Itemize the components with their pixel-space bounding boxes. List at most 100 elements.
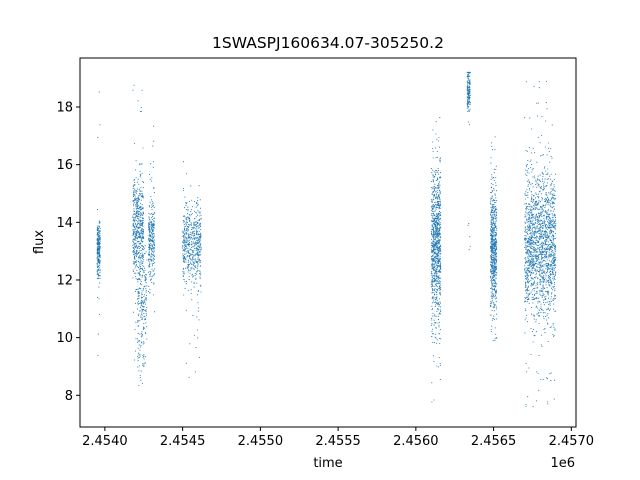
data-point <box>491 206 493 208</box>
data-point <box>436 290 439 292</box>
data-point <box>533 217 535 219</box>
data-point <box>132 244 134 246</box>
data-point <box>549 222 551 224</box>
data-point <box>544 242 547 244</box>
data-point <box>152 220 154 222</box>
data-point <box>527 261 529 263</box>
data-points <box>96 71 557 408</box>
data-point <box>438 215 440 217</box>
data-point <box>548 147 550 149</box>
data-point <box>544 243 546 245</box>
data-point <box>438 305 440 307</box>
data-point <box>535 231 537 233</box>
data-point <box>490 223 492 225</box>
data-point <box>137 332 139 334</box>
data-point <box>199 276 201 278</box>
data-point <box>468 223 470 225</box>
data-point <box>526 371 528 373</box>
data-point <box>437 232 439 234</box>
data-point <box>139 164 141 166</box>
data-point <box>494 298 496 300</box>
data-point <box>133 227 135 229</box>
data-point <box>137 366 139 368</box>
data-point <box>135 207 137 209</box>
data-point <box>141 228 143 230</box>
data-point <box>543 281 545 283</box>
data-point <box>153 125 155 127</box>
data-point <box>437 315 439 317</box>
data-point <box>548 235 550 237</box>
data-point <box>135 245 137 247</box>
data-point <box>466 80 468 82</box>
data-point <box>532 298 534 300</box>
data-point <box>141 252 143 254</box>
data-point <box>96 258 98 260</box>
data-point <box>137 240 139 242</box>
data-point <box>140 110 142 112</box>
data-point <box>467 107 469 109</box>
data-point <box>540 306 542 308</box>
data-point <box>545 198 547 200</box>
data-point <box>540 289 542 291</box>
data-point <box>468 249 470 251</box>
data-point <box>435 133 437 135</box>
data-point <box>543 231 545 233</box>
data-point <box>527 396 529 398</box>
data-point <box>547 308 549 310</box>
data-point <box>435 193 438 195</box>
data-point <box>141 254 143 256</box>
data-point <box>135 255 138 257</box>
data-point <box>98 236 100 238</box>
data-point <box>192 228 194 230</box>
data-point <box>196 239 198 241</box>
data-point <box>139 216 141 218</box>
data-point <box>136 244 138 246</box>
data-point <box>439 309 442 311</box>
data-point <box>140 260 142 262</box>
data-point <box>186 267 188 269</box>
data-point <box>183 259 185 261</box>
data-point <box>537 263 539 265</box>
data-point <box>435 197 437 199</box>
data-point <box>188 213 190 215</box>
data-point <box>555 271 557 273</box>
data-point <box>432 208 434 211</box>
data-point <box>541 241 543 243</box>
data-point <box>137 360 139 362</box>
data-point <box>187 263 189 266</box>
data-point <box>529 212 531 214</box>
data-point <box>540 312 542 314</box>
data-point <box>492 214 494 216</box>
data-point <box>149 255 151 257</box>
data-point <box>550 252 552 254</box>
data-point <box>433 187 435 189</box>
data-point <box>438 210 441 212</box>
data-point <box>532 234 534 236</box>
data-point <box>527 286 529 288</box>
data-point <box>530 262 532 264</box>
data-point <box>537 193 539 195</box>
data-point <box>136 200 138 202</box>
data-point <box>438 190 440 192</box>
data-point <box>548 297 550 299</box>
data-point <box>189 258 192 260</box>
data-point <box>538 209 540 211</box>
data-point <box>435 282 437 284</box>
data-point <box>150 278 152 280</box>
data-point <box>438 280 440 282</box>
data-point <box>494 226 497 228</box>
data-point <box>550 184 552 186</box>
data-point <box>536 247 539 249</box>
data-point <box>491 279 493 281</box>
data-point <box>138 340 140 342</box>
data-point <box>195 248 197 250</box>
data-point <box>554 298 557 300</box>
data-point <box>188 255 190 257</box>
data-point <box>527 290 529 292</box>
data-point <box>548 192 550 194</box>
data-point <box>434 253 436 255</box>
data-point <box>539 208 541 210</box>
data-point <box>433 324 435 326</box>
data-point <box>554 202 556 204</box>
data-point <box>134 228 136 230</box>
